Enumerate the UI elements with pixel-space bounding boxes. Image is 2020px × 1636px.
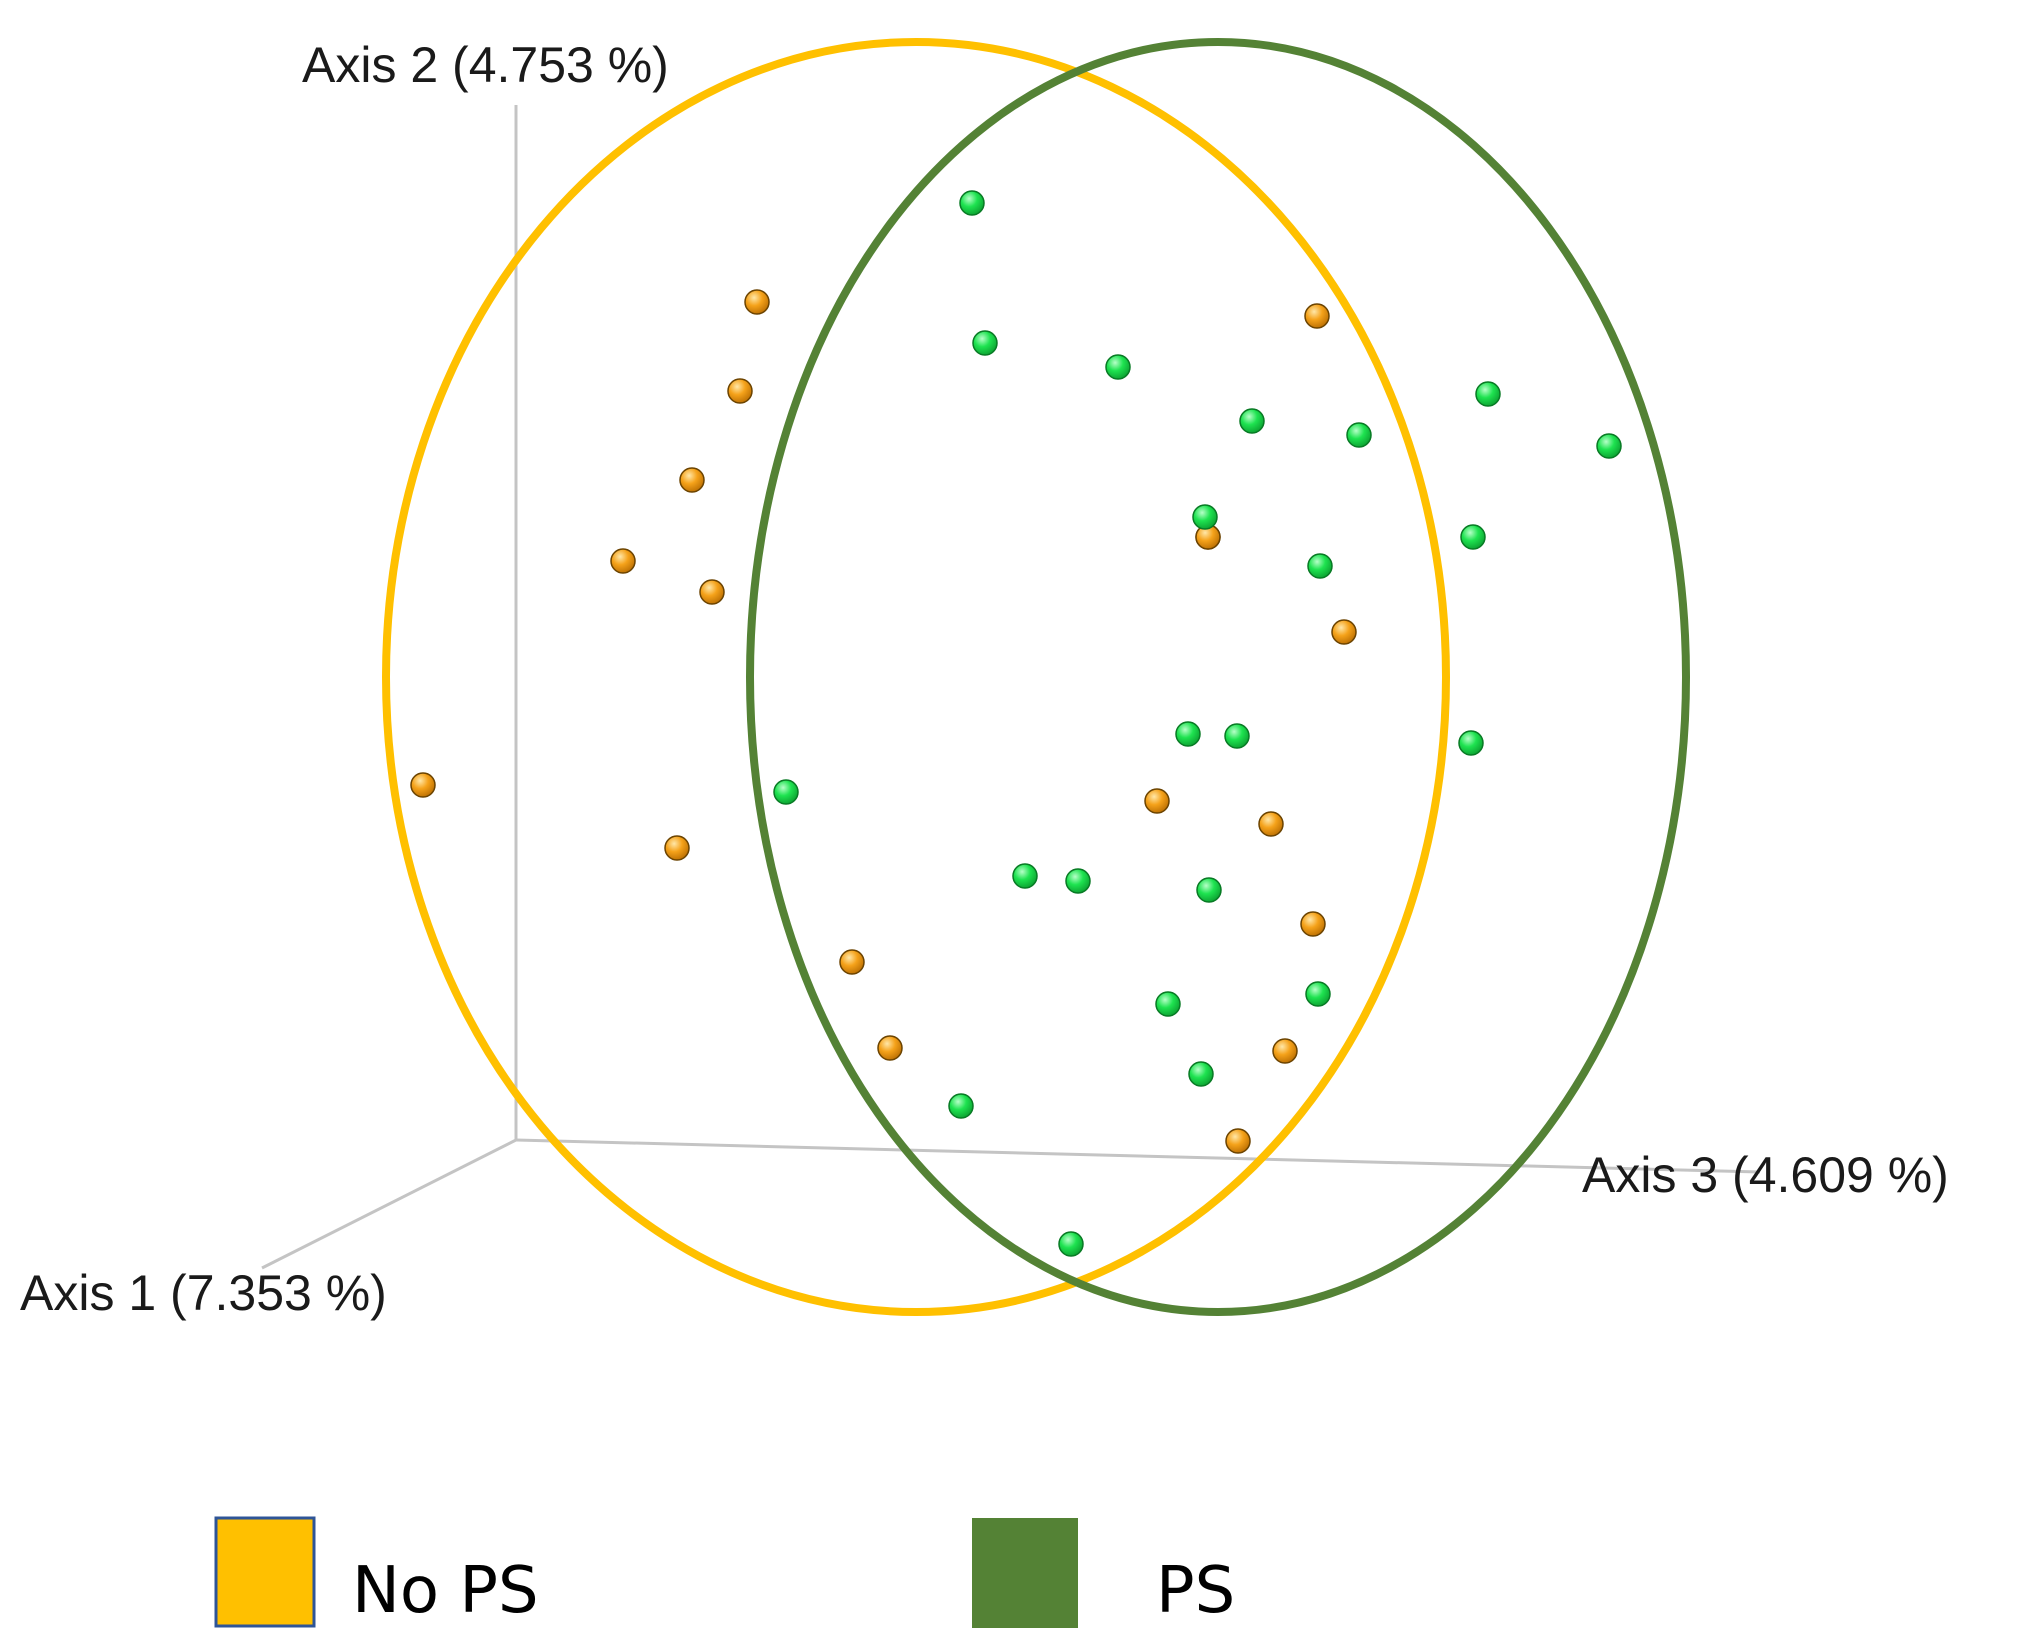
ps-point xyxy=(1175,721,1201,747)
ps-point xyxy=(1192,504,1218,530)
no-ps-point xyxy=(727,378,753,404)
legend: No PS PS xyxy=(214,1516,1235,1628)
axis-1-label: Axis 1 (7.353 %) xyxy=(20,1265,387,1321)
ps-point xyxy=(773,779,799,805)
no-ps-point xyxy=(610,548,636,574)
no-ps-ellipse xyxy=(382,38,1450,1316)
no-ps-point xyxy=(1304,303,1330,329)
no-ps-point xyxy=(1144,788,1170,814)
no-ps-point xyxy=(839,949,865,975)
no-ps-point xyxy=(744,289,770,315)
ps-point xyxy=(1346,422,1372,448)
ps-point xyxy=(1307,553,1333,579)
axis-1-line xyxy=(261,1138,517,1270)
legend-label-ps: PS xyxy=(1156,1554,1235,1628)
no-ps-point xyxy=(1225,1128,1251,1154)
legend-swatch-ps xyxy=(972,1518,1078,1628)
ps-point xyxy=(1224,723,1250,749)
ps-point xyxy=(1475,381,1501,407)
ps-point xyxy=(1105,354,1131,380)
legend-swatch-no-ps xyxy=(214,1516,316,1628)
ps-point xyxy=(1188,1061,1214,1087)
axis-2-label: Axis 2 (4.753 %) xyxy=(302,37,669,93)
no-ps-point xyxy=(1331,619,1357,645)
no-ps-point xyxy=(1300,911,1326,937)
ps-point xyxy=(1305,981,1331,1007)
legend-label-no-ps: No PS xyxy=(352,1554,539,1628)
ps-point xyxy=(1196,877,1222,903)
ps-ellipse xyxy=(746,38,1690,1316)
no-ps-point xyxy=(1258,811,1284,837)
ps-point xyxy=(1458,730,1484,756)
ps-point xyxy=(1012,863,1038,889)
axis-3-label: Axis 3 (4.609 %) xyxy=(1582,1147,1949,1203)
no-ps-point xyxy=(699,579,725,605)
ps-point xyxy=(959,190,985,216)
ps-point xyxy=(1058,1231,1084,1257)
no-ps-point xyxy=(410,772,436,798)
ps-point xyxy=(1460,524,1486,550)
axis-3-line xyxy=(515,1138,1761,1174)
ps-point xyxy=(1155,991,1181,1017)
no-ps-point xyxy=(877,1035,903,1061)
ps-point xyxy=(1239,408,1265,434)
axes xyxy=(261,105,1761,1270)
no-ps-point xyxy=(679,467,705,493)
ps-point xyxy=(1065,868,1091,894)
ps-point xyxy=(1596,433,1622,459)
no-ps-point xyxy=(664,835,690,861)
ps-point xyxy=(972,330,998,356)
ps-point xyxy=(948,1093,974,1119)
no-ps-point xyxy=(1272,1038,1298,1064)
data-points xyxy=(410,190,1622,1257)
